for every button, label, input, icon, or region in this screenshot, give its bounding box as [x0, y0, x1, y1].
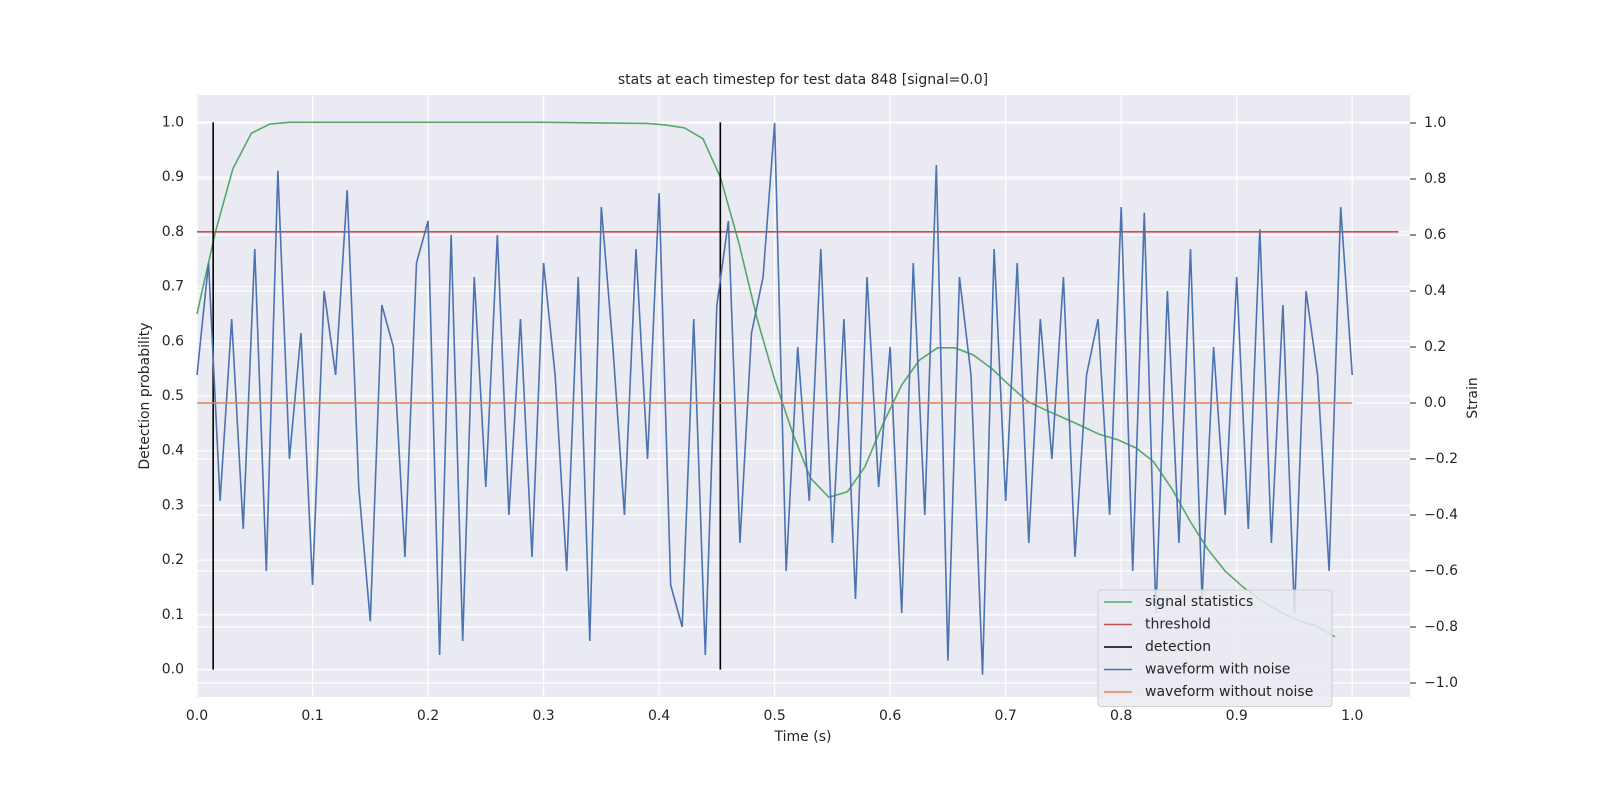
- series-line: [196, 122, 1354, 675]
- legend-label: waveform without noise: [1145, 684, 1313, 700]
- x-axis-label: Time (s): [774, 729, 832, 745]
- y2-tick-label: −0.8: [1424, 619, 1458, 635]
- y2-tick-label: 0.8: [1424, 171, 1446, 187]
- x-tick-label: 1.0: [1341, 708, 1363, 724]
- legend-box: [1097, 589, 1333, 707]
- y2-tick-label: −0.2: [1424, 451, 1458, 467]
- y2-tick-label: 0.4: [1424, 283, 1446, 299]
- y-tick-label: 0.9: [162, 169, 184, 185]
- legend-label: threshold: [1145, 617, 1211, 633]
- y-tick-label: 0.0: [162, 662, 184, 678]
- x-tick-label: 0.2: [417, 708, 439, 724]
- y-axis-label: Detection probability: [137, 322, 153, 469]
- y-tick-label: 0.5: [162, 388, 184, 404]
- y-tick-label: 0.6: [162, 333, 184, 349]
- x-tick-label: 0.1: [301, 708, 323, 724]
- x-tick-label: 0.9: [1226, 708, 1248, 724]
- y-tick-label: 0.2: [162, 552, 184, 568]
- x-tick-label: 0.6: [879, 708, 901, 724]
- y2-tick-label: 0.6: [1424, 227, 1446, 243]
- y2-tick-label: −0.4: [1424, 507, 1458, 523]
- x-tick-label: 0.4: [648, 708, 670, 724]
- y2-tick-label: 0.2: [1424, 339, 1446, 355]
- x-tick-label: 0.5: [763, 708, 785, 724]
- series-line: [196, 121, 1336, 638]
- y2-tick-label: −0.6: [1424, 563, 1458, 579]
- x-tick-label: 0.7: [995, 708, 1017, 724]
- series-line: [212, 122, 722, 670]
- y-tick-label: 0.7: [162, 279, 184, 295]
- x-tick-label: 0.3: [532, 708, 554, 724]
- x-tick-label: 0.8: [1110, 708, 1132, 724]
- y2-axis-label: Strain: [1465, 377, 1481, 418]
- y2-tick-label: −1.0: [1424, 675, 1458, 691]
- y2-tick-label: 0.0: [1424, 395, 1446, 411]
- y-tick-label: 0.8: [162, 224, 184, 240]
- legend-label: signal statistics: [1145, 594, 1253, 610]
- y-tick-label: 1.0: [162, 114, 184, 130]
- y2-tick-label: 1.0: [1424, 115, 1446, 131]
- chart-title: stats at each timestep for test data 848…: [618, 72, 988, 88]
- legend-label: detection: [1145, 639, 1211, 655]
- legend-label: waveform with noise: [1145, 662, 1290, 678]
- x-tick-label: 0.0: [186, 708, 208, 724]
- y-tick-label: 0.4: [162, 443, 184, 459]
- y-tick-label: 0.3: [162, 497, 184, 513]
- y-tick-label: 0.1: [162, 607, 184, 623]
